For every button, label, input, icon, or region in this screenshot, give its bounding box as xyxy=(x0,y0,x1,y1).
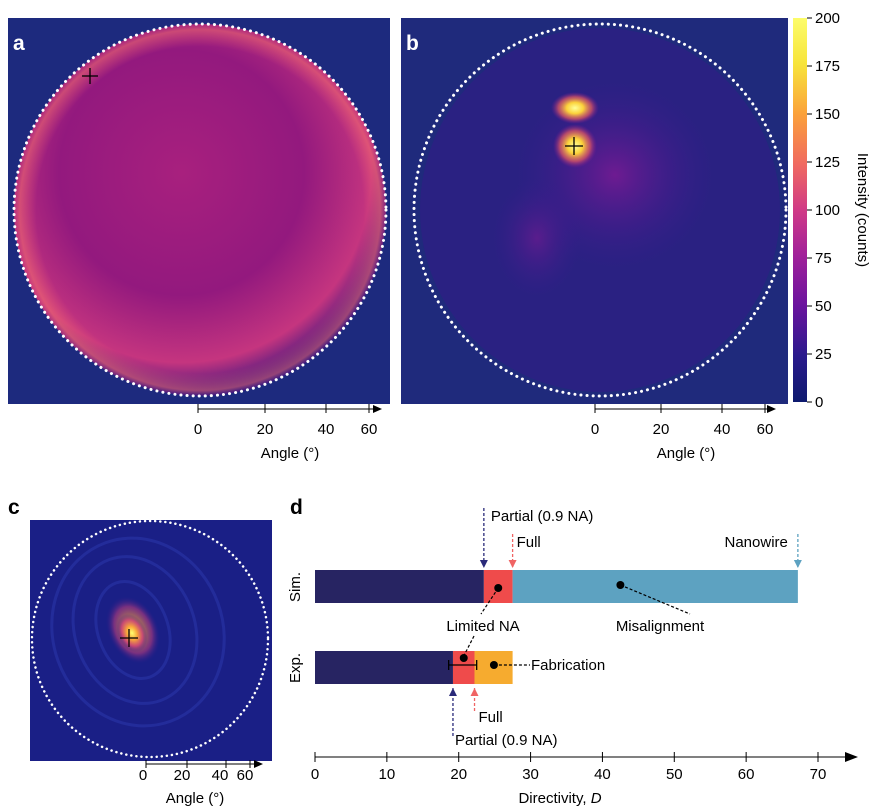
directivity-tick-label: 0 xyxy=(311,766,319,783)
panel-a-tick-0: 0 xyxy=(194,421,202,438)
directivity-chart: 0 10 20 30 40 50 60 70 Directivity, D Sim. Exp. Par… xyxy=(287,508,858,807)
exp-marker-label-full: Full xyxy=(479,709,503,726)
panel-b-tick-0: 0 xyxy=(591,421,599,438)
directivity-tick-label: 70 xyxy=(810,766,827,783)
directivity-axis-arrow xyxy=(845,752,858,762)
directivity-bar-segment xyxy=(315,651,453,684)
colorbar-label: Intensity (counts) xyxy=(854,153,871,267)
colorbar: 0 25 50 75 100 125 150 175 200 Intensity (counts… xyxy=(793,10,871,411)
panel-a-xlabel: Angle (°) xyxy=(261,445,320,462)
panel-b-upper-spot xyxy=(551,92,599,124)
exp-marker-label-partial: Partial (0.9 NA) xyxy=(455,732,558,749)
panel-b-tick-40: 40 xyxy=(714,421,731,438)
panel-b-angle-axis: 0 20 40 60 Angle (°) xyxy=(591,404,776,462)
panel-b: b 0 20 40 60 Angle (°) xyxy=(401,18,788,462)
panel-a-tick-40: 40 xyxy=(318,421,335,438)
panel-b-label: b xyxy=(406,32,419,55)
colorbar-tick-label: 25 xyxy=(815,346,832,363)
panel-c-tick-0: 0 xyxy=(139,767,147,784)
sim-leader-misalignment xyxy=(620,584,691,615)
colorbar-tick-label: 175 xyxy=(815,58,840,75)
panel-b-na-circle xyxy=(412,22,788,398)
exp-leader-limited-na xyxy=(463,635,475,657)
directivity-marker-arrowhead xyxy=(470,688,479,696)
panel-b-tick-60: 60 xyxy=(757,421,774,438)
directivity-tick-label: 10 xyxy=(379,766,396,783)
colorbar-tick-label: 200 xyxy=(815,10,840,27)
colorbar-gradient xyxy=(793,18,807,402)
panel-c-tick-20: 20 xyxy=(174,767,191,784)
sim-marker-label-partial: Partial (0.9 NA) xyxy=(491,508,594,525)
sim-marker-label-full: Full xyxy=(517,534,541,551)
panel-c-main-spot xyxy=(116,613,148,653)
directivity-bar-segment xyxy=(512,570,798,603)
panel-c-tick-40: 40 xyxy=(212,767,229,784)
directivity-row-label: Exp. xyxy=(287,653,304,683)
directivity-tick-label: 50 xyxy=(666,766,683,783)
panel-c-crosshair xyxy=(120,629,138,647)
colorbar-tick-label: 0 xyxy=(815,394,823,411)
panel-a-label: a xyxy=(13,32,25,55)
panel-a-tick-60: 60 xyxy=(361,421,378,438)
sim-leader-limited-na xyxy=(480,587,499,615)
directivity-marker-arrowhead xyxy=(793,560,802,568)
sim-label-limited-na: Limited NA xyxy=(446,618,519,635)
panel-d: d 0 10 20 30 40 50 60 70 Directivity, D Sim. Exp. P… xyxy=(287,496,858,807)
panel-a-na-circle xyxy=(12,22,388,398)
colorbar-tick-label: 125 xyxy=(815,154,840,171)
directivity-row-label: Sim. xyxy=(287,572,304,602)
panel-c-na-circle xyxy=(30,519,270,759)
panel-c-angle-axis: 0 20 40 60 Angle (°) xyxy=(139,760,263,807)
panel-b-side-lobe xyxy=(492,178,582,298)
colorbar-tick-label: 75 xyxy=(815,250,832,267)
directivity-bar-segment xyxy=(452,651,475,684)
panel-b-xlabel: Angle (°) xyxy=(657,445,716,462)
directivity-tick-label: 40 xyxy=(594,766,611,783)
panel-a-angle-axis: 0 20 40 60 Angle (°) xyxy=(194,404,382,462)
directivity-tick-label: 30 xyxy=(522,766,539,783)
directivity-marker-arrowhead xyxy=(448,688,457,696)
colorbar-tick-label: 100 xyxy=(815,202,840,219)
directivity-axis-label-text: Directivity, xyxy=(518,790,590,807)
directivity-bar-segment xyxy=(315,570,484,603)
directivity-axis-label: Directivity, D xyxy=(518,790,601,807)
exp-label-fabrication: Fabrication xyxy=(531,657,605,674)
directivity-tick-label: 60 xyxy=(738,766,755,783)
exp-point-measured xyxy=(459,654,468,662)
panel-a-tick-20: 20 xyxy=(257,421,274,438)
panel-b-tick-20: 20 xyxy=(653,421,670,438)
panel-c-rings xyxy=(50,536,226,728)
panel-b-crosshair xyxy=(565,137,583,155)
colorbar-tick-label: 150 xyxy=(815,106,840,123)
panel-a: a 0 20 40 60 Angle (°) xyxy=(8,18,390,462)
panel-c-label: c xyxy=(8,496,20,519)
colorbar-ticks: 0 25 50 75 100 125 150 175 200 xyxy=(807,10,840,411)
panel-d-label: d xyxy=(290,496,303,519)
directivity-tick-label: 20 xyxy=(450,766,467,783)
sim-marker-label-nanowire: Nanowire xyxy=(725,534,788,551)
panel-a-crosshair xyxy=(82,68,98,84)
panel-a-rim-glow xyxy=(14,24,386,396)
directivity-axis-label-symbol: D xyxy=(591,790,602,807)
directivity-marker-arrowhead xyxy=(479,560,488,568)
panel-c-tick-60: 60 xyxy=(237,767,254,784)
panel-c-xlabel: Angle (°) xyxy=(166,790,225,807)
panel-c: c 0 20 40 60 Angle (°) xyxy=(8,496,272,807)
colorbar-tick-label: 50 xyxy=(815,298,832,315)
sim-label-misalignment: Misalignment xyxy=(616,618,705,635)
directivity-marker-arrowhead xyxy=(508,560,517,568)
